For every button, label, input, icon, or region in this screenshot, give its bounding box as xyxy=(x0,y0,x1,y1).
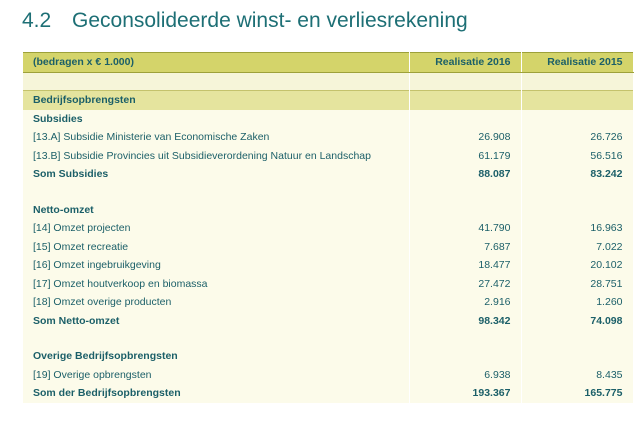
value-2016: 2.916 xyxy=(409,293,522,312)
total-row: Som Subsidies 88.087 83.242 xyxy=(23,165,634,184)
value-2016: 41.790 xyxy=(409,219,522,238)
group-heading-row: Netto-omzet xyxy=(23,200,634,219)
table-header-row: (bedragen x € 1.000) Realisatie 2016 Rea… xyxy=(23,52,634,73)
row-label: [15] Omzet recreatie xyxy=(23,237,410,256)
table-row: [13.B] Subsidie Provincies uit Subsidiev… xyxy=(23,146,634,165)
netto-omzet-heading: Netto-omzet xyxy=(23,200,410,219)
total-row: Som Netto-omzet 98.342 74.098 xyxy=(23,311,634,330)
subsidies-heading: Subsidies xyxy=(23,109,410,128)
table-row: [14] Omzet projecten 41.790 16.963 xyxy=(23,219,634,238)
table-row: [18] Omzet overige producten 2.916 1.260 xyxy=(23,293,634,312)
value-2016: 61.179 xyxy=(409,146,522,165)
total-2016: 193.367 xyxy=(409,384,522,403)
row-label: [16] Omzet ingebruikgeving xyxy=(23,256,410,275)
spacer-row xyxy=(23,72,634,91)
table-row: [13.A] Subsidie Ministerie van Economisc… xyxy=(23,128,634,147)
total-label: Som der Bedrijfsopbrengsten xyxy=(23,384,410,403)
total-label: Som Subsidies xyxy=(23,165,410,184)
value-2015: 1.260 xyxy=(521,293,634,312)
section-heading: 4.2 Geconsolideerde winst- en verliesrek… xyxy=(22,5,468,37)
row-label: [14] Omzet projecten xyxy=(23,219,410,238)
income-statement-table: (bedragen x € 1.000) Realisatie 2016 Rea… xyxy=(23,52,634,403)
blank-row xyxy=(23,330,634,347)
table-row: [17] Omzet houtverkoop en biomassa 27.47… xyxy=(23,274,634,293)
value-2015: 56.516 xyxy=(521,146,634,165)
table-row: [16] Omzet ingebruikgeving 18.477 20.102 xyxy=(23,256,634,275)
value-2016: 6.938 xyxy=(409,365,522,384)
blank-row xyxy=(23,183,634,201)
section-title: Geconsolideerde winst- en verliesrekenin… xyxy=(72,9,468,32)
section-band-row: Bedrijfsopbrengsten xyxy=(23,90,634,110)
group-heading-row: Overige Bedrijfsopbrengsten xyxy=(23,347,634,366)
value-2015: 20.102 xyxy=(521,256,634,275)
total-2015: 74.098 xyxy=(521,311,634,330)
row-label: [13.A] Subsidie Ministerie van Economisc… xyxy=(23,128,410,147)
column-header-2015: Realisatie 2015 xyxy=(521,52,634,73)
section-number: 4.2 xyxy=(22,9,52,32)
row-label: [19] Overige opbrengsten xyxy=(23,365,410,384)
row-label: [13.B] Subsidie Provincies uit Subsidiev… xyxy=(23,146,410,165)
row-label: [18] Omzet overige producten xyxy=(23,293,410,312)
value-2016: 18.477 xyxy=(409,256,522,275)
row-label: [17] Omzet houtverkoop en biomassa xyxy=(23,274,410,293)
table-row: [19] Overige opbrengsten 6.938 8.435 xyxy=(23,365,634,384)
value-2015: 7.022 xyxy=(521,237,634,256)
total-row: Som der Bedrijfsopbrengsten 193.367 165.… xyxy=(23,384,634,403)
table-row: [15] Omzet recreatie 7.687 7.022 xyxy=(23,237,634,256)
total-2015: 83.242 xyxy=(521,165,634,184)
value-2015: 28.751 xyxy=(521,274,634,293)
column-header-2016: Realisatie 2016 xyxy=(409,52,522,73)
total-2016: 88.087 xyxy=(409,165,522,184)
value-2015: 8.435 xyxy=(521,365,634,384)
total-2016: 98.342 xyxy=(409,311,522,330)
value-2016: 27.472 xyxy=(409,274,522,293)
amounts-unit-label: (bedragen x € 1.000) xyxy=(23,52,410,73)
value-2015: 16.963 xyxy=(521,219,634,238)
value-2015: 26.726 xyxy=(521,128,634,147)
value-2016: 7.687 xyxy=(409,237,522,256)
overige-heading: Overige Bedrijfsopbrengsten xyxy=(23,347,410,366)
total-label: Som Netto-omzet xyxy=(23,311,410,330)
band-label: Bedrijfsopbrengsten xyxy=(23,90,410,110)
group-heading-row: Subsidies xyxy=(23,109,634,128)
total-2015: 165.775 xyxy=(521,384,634,403)
value-2016: 26.908 xyxy=(409,128,522,147)
